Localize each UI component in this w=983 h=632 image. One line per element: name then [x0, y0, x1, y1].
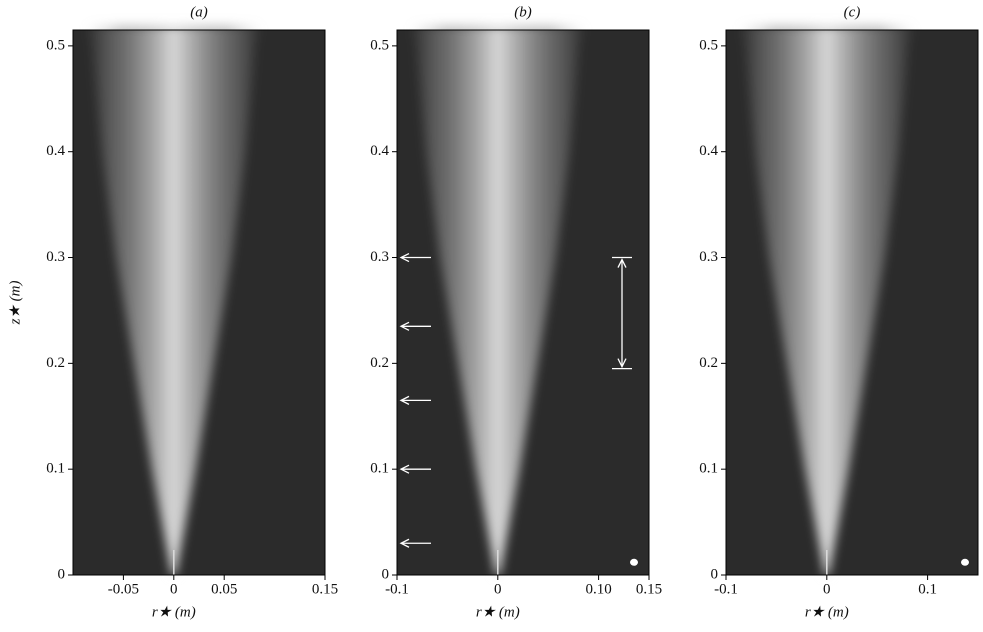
y-axis-label: z★ (m): [7, 281, 23, 326]
plume: [738, 25, 915, 575]
frame: [72, 29, 326, 576]
frame: [725, 29, 979, 576]
y-tick-label: 0.5: [46, 37, 65, 53]
y-tick-label: 0: [382, 566, 390, 582]
arrow-head: [399, 538, 410, 548]
y-tick-label: 0.5: [699, 37, 718, 53]
x-tick-label: 0.15: [636, 581, 662, 597]
y-tick-label: 0: [58, 566, 66, 582]
x-tick-label: 0: [494, 581, 502, 597]
marker-dot: [961, 558, 969, 566]
x-tick-label: -0.1: [385, 581, 409, 597]
plume-shape: [85, 25, 262, 575]
y-tick-label: 0.4: [46, 143, 65, 159]
x-tick-label: 0.1: [918, 581, 937, 597]
x-tick-label: 0.05: [211, 581, 237, 597]
arrow-head: [399, 321, 410, 331]
y-tick-label: 0.1: [46, 461, 65, 477]
y-tick-label: 0.3: [699, 249, 718, 265]
arrow-head: [399, 252, 410, 263]
panel-title: (b): [514, 4, 532, 20]
arrow-head: [617, 358, 627, 369]
plume-shape: [409, 25, 586, 575]
y-tick-label: 0: [711, 566, 719, 582]
x-axis-label: r★ (m): [805, 604, 849, 620]
y-tick-label: 0.4: [699, 143, 718, 159]
x-tick-label: -0.05: [108, 581, 139, 597]
arrow-head: [399, 395, 410, 405]
panel-title: (c): [844, 4, 861, 20]
frame: [396, 29, 650, 576]
y-tick-label: 0.2: [699, 355, 718, 371]
x-tick-label: 0.15: [312, 581, 338, 597]
x-tick-label: 0: [823, 581, 831, 597]
plume: [409, 25, 586, 575]
y-tick-label: 0.3: [46, 249, 65, 265]
plume-shape: [738, 25, 915, 575]
marker-dot: [630, 558, 638, 566]
y-tick-label: 0.1: [370, 461, 389, 477]
y-tick-label: 0.1: [699, 461, 718, 477]
x-tick-label: 0.10: [585, 581, 611, 597]
plume: [85, 25, 262, 575]
x-axis-label: r★ (m): [476, 604, 520, 620]
arrow-head: [399, 464, 410, 474]
y-tick-label: 0.3: [370, 249, 389, 265]
arrow-head: [617, 258, 627, 268]
y-tick-label: 0.2: [370, 355, 389, 371]
x-axis-label: r★ (m): [152, 604, 196, 620]
panel-title: (a): [190, 4, 208, 20]
y-tick-label: 0.5: [370, 37, 389, 53]
y-tick-label: 0.2: [46, 355, 65, 371]
x-tick-label: 0: [170, 581, 178, 597]
x-tick-label: -0.1: [714, 581, 738, 597]
y-tick-label: 0.4: [370, 143, 389, 159]
